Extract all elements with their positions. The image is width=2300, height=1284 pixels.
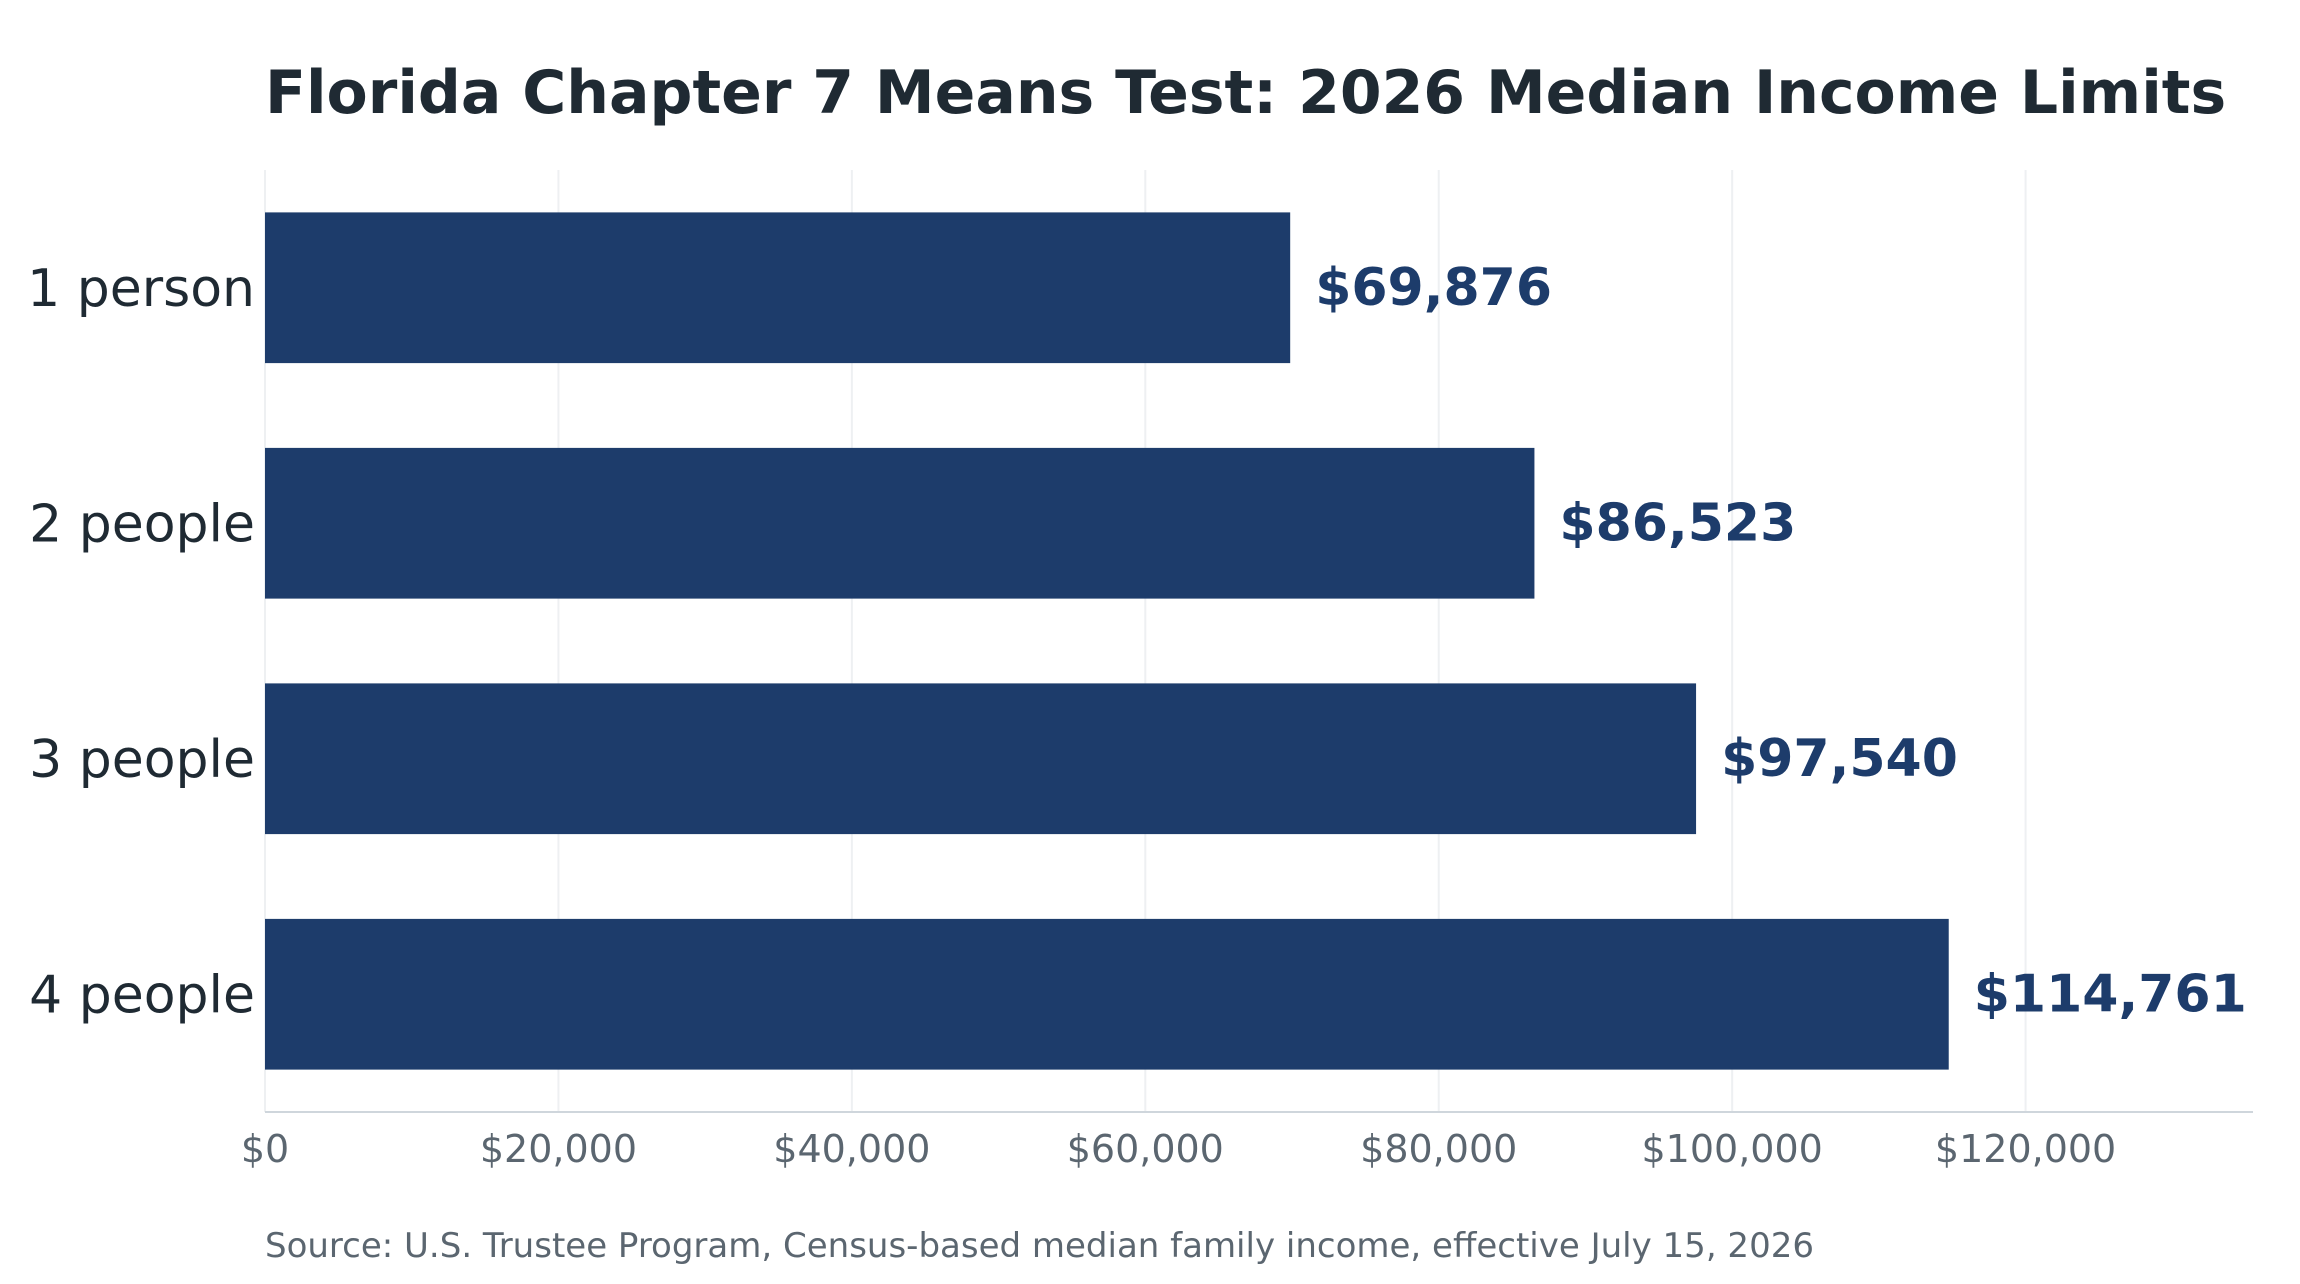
- x-tick-label-4: $80,000: [1360, 1127, 1517, 1171]
- x-tick-label-2: $40,000: [773, 1127, 930, 1171]
- category-label-3: 4 people: [29, 965, 255, 1025]
- bar-1: [265, 447, 1535, 599]
- category-labels: 1 person 2 people 3 people 4 people: [27, 259, 255, 1026]
- x-tick-label-5: $100,000: [1641, 1127, 1822, 1171]
- bar-3: [265, 918, 1949, 1070]
- value-label-1: $86,523: [1559, 493, 1796, 553]
- chart-source: Source: U.S. Trustee Program, Census-bas…: [265, 1226, 1814, 1266]
- x-tick-label-6: $120,000: [1935, 1127, 2116, 1171]
- value-label-0: $69,876: [1315, 258, 1552, 318]
- value-labels: $69,876 $86,523 $97,540 $114,761: [1315, 258, 2247, 1025]
- x-tick-labels: $0 $20,000 $40,000 $60,000 $80,000 $100,000 $1…: [241, 1127, 2116, 1171]
- category-label-2: 3 people: [29, 730, 255, 790]
- category-label-1: 2 people: [29, 494, 255, 554]
- x-tick-label-3: $60,000: [1067, 1127, 1224, 1171]
- bar-0: [265, 212, 1291, 364]
- x-tick-label-1: $20,000: [480, 1127, 637, 1171]
- value-label-3: $114,761: [1974, 964, 2247, 1024]
- x-tick-label-0: $0: [241, 1127, 289, 1171]
- category-label-0: 1 person: [27, 259, 255, 319]
- bars: [265, 212, 1949, 1070]
- value-label-2: $97,540: [1721, 729, 1958, 789]
- chart-title: Florida Chapter 7 Means Test: 2026 Media…: [265, 58, 2226, 128]
- bar-2: [265, 683, 1697, 835]
